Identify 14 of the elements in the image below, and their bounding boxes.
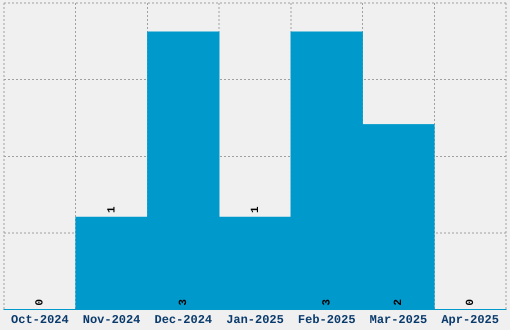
x-tick-label: Dec-2024	[154, 312, 212, 327]
x-tick-label: Feb-2025	[298, 312, 356, 327]
data-label: 1	[250, 206, 262, 214]
data-label: 0	[34, 298, 47, 306]
data-label: 3	[321, 298, 334, 306]
x-tick-label: Jan-2025	[226, 312, 284, 327]
x-tick-label: Oct-2024	[11, 312, 69, 327]
data-label: 3	[178, 298, 190, 306]
x-tick-label: Mar-2025	[370, 312, 428, 327]
x-tick-label: Apr-2025	[441, 312, 499, 327]
data-label: 1	[106, 206, 118, 214]
x-tick-label: Nov-2024	[82, 312, 140, 327]
data-label: 2	[393, 298, 406, 306]
data-label: 0	[464, 298, 477, 306]
